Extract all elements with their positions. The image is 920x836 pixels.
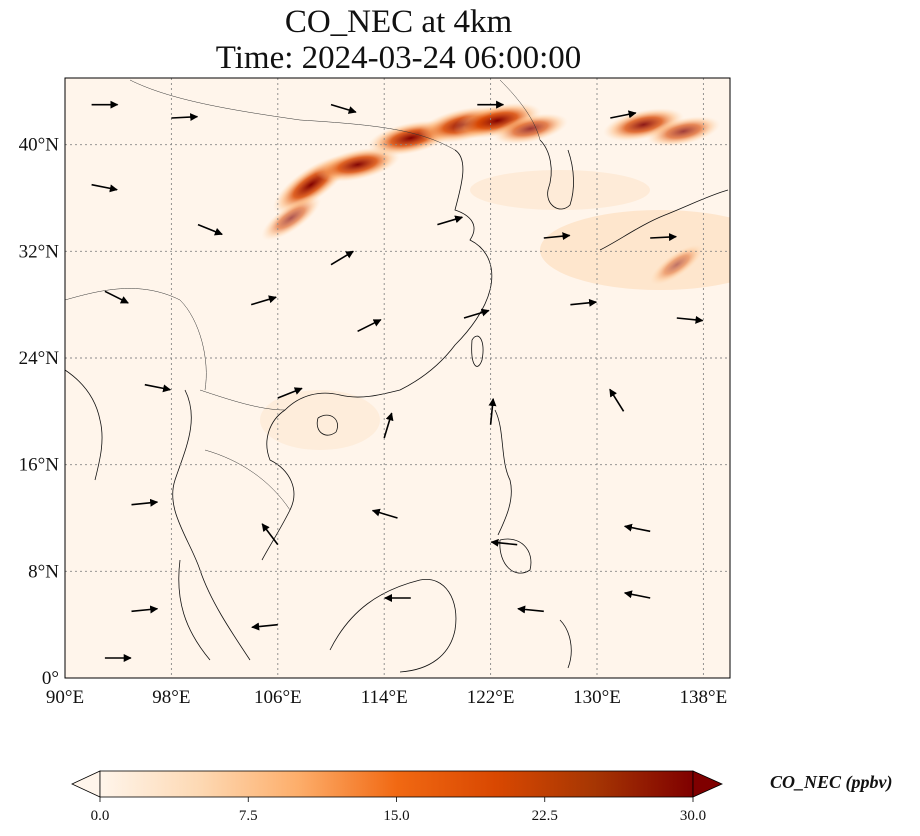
colorbar-label: CO_NEC (ppbv) bbox=[770, 772, 893, 793]
wind-vector bbox=[251, 622, 278, 631]
coastline-china bbox=[261, 149, 493, 561]
colorbar-tick-label: 22.5 bbox=[532, 808, 558, 824]
wind-vector bbox=[330, 250, 354, 266]
co-plume bbox=[315, 147, 400, 182]
colorbar-tick-label: 0.0 bbox=[91, 808, 110, 824]
wind-vector bbox=[437, 215, 464, 226]
lon-tick-label: 138°E bbox=[680, 687, 728, 708]
wind-vector bbox=[570, 298, 598, 307]
wind-vector bbox=[261, 523, 279, 546]
lon-tick-label: 98°E bbox=[152, 687, 190, 708]
wind-vector bbox=[543, 232, 571, 241]
lat-ticks: 0° 8°N 16°N 24°N 32°N 40°N bbox=[19, 135, 60, 689]
lat-tick-label: 32°N bbox=[19, 241, 60, 262]
lon-tick-label: 114°E bbox=[361, 687, 408, 708]
co-plume bbox=[493, 113, 568, 144]
wind-vector bbox=[371, 508, 398, 519]
lon-tick-label: 130°E bbox=[573, 687, 621, 708]
colorbar: 0.0 7.5 15.0 22.5 30.0 CO_NEC (ppbv) bbox=[71, 770, 893, 824]
coastline-malay bbox=[178, 559, 211, 661]
wind-vector bbox=[463, 308, 490, 319]
wind-vector bbox=[490, 538, 518, 547]
lon-tick-label: 122°E bbox=[467, 687, 515, 708]
wind-vector bbox=[250, 295, 277, 306]
lon-ticks: 90°E 98°E 106°E 114°E 122°E 130°E 138°E bbox=[46, 687, 727, 708]
coastline-luzon bbox=[494, 409, 512, 536]
gridlines bbox=[65, 78, 730, 678]
wind-vector bbox=[676, 315, 704, 324]
wind-vector bbox=[623, 590, 651, 599]
colorbar-tick-label: 15.0 bbox=[383, 808, 409, 824]
chart-title: CO_NEC at 4km bbox=[284, 4, 513, 40]
wind-vector-layer bbox=[91, 100, 704, 662]
wind-vector bbox=[131, 605, 159, 614]
background-haze bbox=[470, 170, 650, 210]
wind-vector bbox=[517, 605, 544, 614]
lat-tick-label: 8°N bbox=[28, 561, 59, 582]
lon-tick-label: 106°E bbox=[254, 687, 302, 708]
wind-vector bbox=[610, 110, 637, 119]
coastline-borneo bbox=[329, 578, 457, 673]
wind-vector bbox=[623, 523, 651, 533]
wind-vector bbox=[144, 383, 172, 393]
colorbar-extend-high bbox=[692, 770, 723, 798]
wind-vector bbox=[488, 397, 497, 425]
wind-vector bbox=[131, 498, 159, 507]
map-background bbox=[65, 78, 730, 678]
coastline-taiwan bbox=[471, 335, 484, 367]
co-plume bbox=[261, 195, 321, 241]
border-line bbox=[499, 79, 541, 141]
colorbar-tick-label: 30.0 bbox=[680, 808, 706, 824]
colorbar-extend-low bbox=[71, 770, 101, 798]
wind-vector bbox=[330, 103, 357, 114]
colorbar-bar bbox=[99, 770, 694, 798]
colorbar-tick-label: 7.5 bbox=[239, 808, 258, 824]
coastline-bengal bbox=[65, 369, 103, 481]
coastline-sulawesi bbox=[559, 619, 572, 669]
lat-tick-label: 24°N bbox=[19, 348, 60, 369]
coastlines bbox=[65, 139, 729, 673]
coastline-indochina bbox=[172, 389, 251, 661]
map-frame bbox=[64, 77, 731, 679]
lat-tick-label: 40°N bbox=[19, 135, 60, 156]
wind-vector bbox=[383, 412, 394, 439]
wind-vector bbox=[197, 223, 223, 236]
lon-tick-label: 90°E bbox=[46, 687, 84, 708]
lat-tick-label: 16°N bbox=[19, 455, 60, 476]
co-plume bbox=[646, 116, 721, 147]
co-plume bbox=[650, 244, 704, 285]
chart-subtitle: Time: 2024-03-24 06:00:00 bbox=[215, 40, 582, 76]
wind-vector bbox=[277, 387, 303, 399]
wind-vector bbox=[650, 233, 677, 242]
wind-vector bbox=[91, 183, 118, 193]
wind-vector bbox=[104, 290, 129, 304]
wind-vector bbox=[357, 318, 382, 333]
coastline-korea bbox=[539, 139, 574, 210]
coastline-japan bbox=[599, 189, 729, 251]
co-plume-layer bbox=[261, 102, 721, 285]
colorbar-ticks: 0.0 7.5 15.0 22.5 30.0 bbox=[91, 797, 706, 824]
border-line bbox=[204, 449, 291, 511]
lat-tick-label: 0° bbox=[42, 668, 59, 689]
coastline-hainan bbox=[316, 414, 338, 436]
wind-vector bbox=[171, 113, 199, 122]
wind-vector bbox=[609, 388, 625, 412]
border-line bbox=[129, 79, 456, 151]
coastline-mindanao bbox=[499, 538, 532, 574]
